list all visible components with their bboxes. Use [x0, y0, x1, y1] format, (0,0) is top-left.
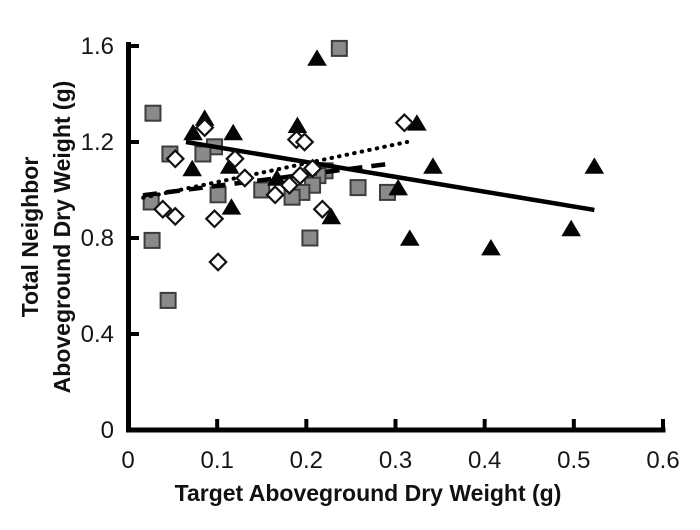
data-point-triangle	[307, 49, 327, 66]
series-filled-triangle	[182, 49, 605, 256]
data-point-diamond	[194, 117, 215, 138]
data-point-diamond	[394, 113, 415, 133]
data-point-square	[159, 291, 177, 309]
data-point-triangle	[388, 179, 408, 196]
data-point-square	[253, 181, 271, 199]
x-tick-label: 0	[121, 447, 134, 474]
data-point-triangle	[407, 114, 427, 131]
y-tick-label: 0.8	[81, 225, 114, 252]
front-series-layer	[153, 113, 415, 272]
data-point-triangle	[182, 159, 202, 177]
axes: 0 0.1 0.2 0.3 0.4 0.5 0.6 0 0.4 0.8 1.2 1.6	[81, 33, 680, 474]
data-point-square	[330, 39, 348, 57]
data-point-triangle	[223, 123, 244, 141]
data-point-triangle	[267, 169, 287, 186]
y-tick-label: 1.2	[81, 129, 114, 156]
x-axis-title: Target Aboveground Dry Weight (g)	[175, 480, 562, 506]
data-point-diamond	[153, 199, 173, 219]
data-point-diamond	[279, 175, 300, 195]
data-point-diamond	[204, 209, 225, 229]
series-open-diamond	[153, 113, 415, 272]
trendlines-layer	[141, 139, 595, 213]
data-point-triangle	[183, 123, 203, 141]
data-point-triangle	[423, 157, 443, 174]
data-point-triangle	[561, 219, 581, 237]
data-point-diamond	[235, 168, 255, 188]
data-point-diamond	[165, 149, 186, 169]
trendline-dotted	[141, 140, 410, 200]
data-point-diamond	[302, 158, 323, 179]
x-tick-label: 0.1	[200, 447, 233, 474]
x-tick-label: 0.2	[290, 447, 323, 474]
data-point-triangle	[219, 157, 240, 174]
x-tick-label: 0.4	[468, 447, 501, 474]
y-axis-title-line2: Aboveground Dry Weight (g)	[49, 81, 75, 394]
data-point-triangle	[481, 239, 501, 256]
data-point-square	[209, 186, 227, 204]
data-point-diamond	[208, 252, 228, 272]
data-point-square	[301, 229, 319, 247]
y-tick-label: 0	[101, 417, 114, 444]
y-axis-title-line1: Total Neighbor	[17, 157, 43, 318]
trendline-dashed	[142, 161, 388, 198]
data-point-triangle	[287, 116, 308, 133]
y-tick-label: 0.4	[81, 321, 114, 348]
trendline-solid	[185, 139, 595, 213]
data-point-diamond	[294, 132, 315, 152]
y-tick-label: 1.6	[81, 33, 114, 60]
data-point-triangle	[194, 109, 215, 126]
data-point-diamond	[290, 165, 310, 186]
data-point-triangle	[221, 198, 242, 215]
x-tick-label: 0.5	[557, 447, 590, 474]
series-gray-square	[142, 39, 396, 309]
data-point-diamond	[225, 149, 245, 169]
data-point-diamond	[265, 185, 285, 205]
x-tick-label: 0.3	[379, 447, 412, 474]
data-point-diamond	[312, 199, 333, 219]
data-point-square	[144, 104, 162, 122]
data-point-triangle	[584, 157, 605, 174]
data-point-square	[194, 145, 212, 163]
data-point-square	[143, 231, 161, 249]
data-point-diamond	[165, 206, 186, 227]
data-point-triangle	[399, 229, 420, 246]
x-tick-label: 0.6	[646, 447, 679, 474]
data-point-triangle	[321, 207, 342, 225]
data-point-square	[349, 179, 367, 197]
axis-titles: Target Aboveground Dry Weight (g) Total …	[17, 81, 561, 506]
